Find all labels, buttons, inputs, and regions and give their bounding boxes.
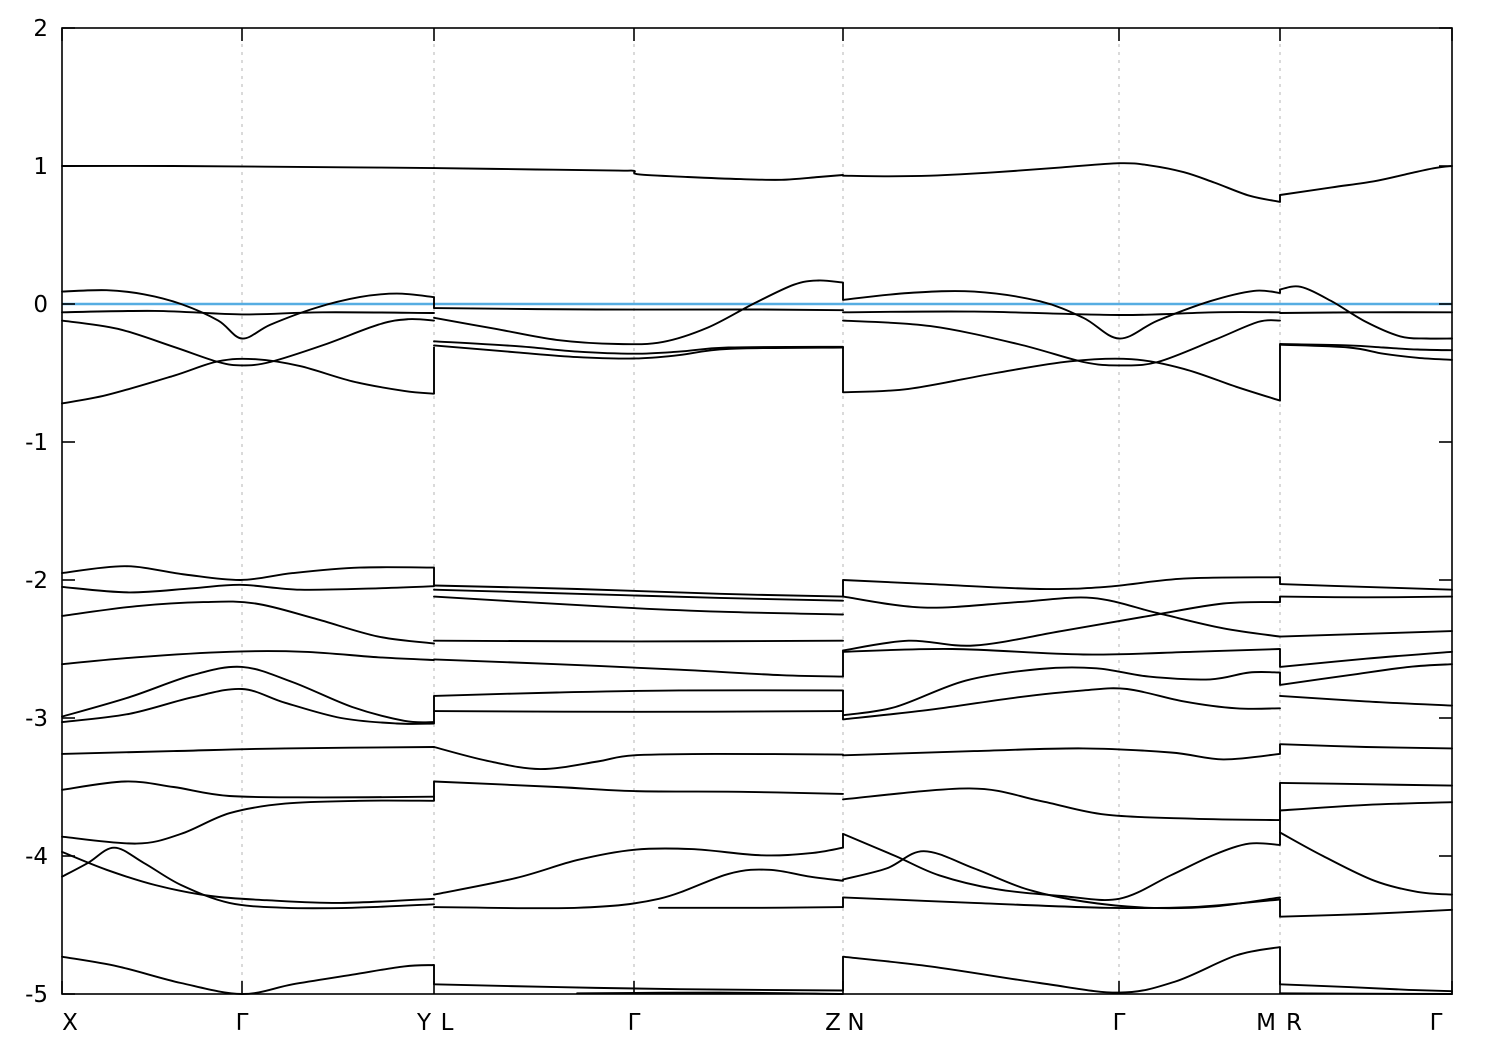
- y-axis-tick-label: -1: [25, 430, 48, 456]
- k-point-label: Γ: [236, 1010, 249, 1036]
- energy-band: [61, 650, 435, 666]
- energy-band: [1279, 595, 1453, 599]
- energy-band: [842, 289, 1281, 340]
- energy-band: [433, 710, 844, 713]
- energy-band: [61, 289, 435, 340]
- k-point-label: Γ: [1430, 1010, 1443, 1036]
- energy-band: [61, 600, 435, 645]
- k-point-label: M: [1256, 1010, 1276, 1036]
- energy-band: [1279, 630, 1453, 638]
- y-axis-tick-label: 1: [33, 154, 48, 180]
- k-point-label: Γ: [628, 1010, 641, 1036]
- energy-band: [842, 666, 1281, 717]
- k-point-label: Y: [416, 1010, 432, 1036]
- energy-band: [61, 955, 435, 995]
- energy-band: [433, 595, 844, 616]
- energy-band: [433, 588, 844, 602]
- energy-band: [433, 658, 844, 678]
- energy-band: [433, 307, 844, 312]
- plot-frame: [61, 27, 1453, 995]
- energy-band: [842, 896, 1281, 910]
- energy-band: [1279, 343, 1453, 352]
- y-axis-tick-label: 0: [33, 292, 48, 318]
- energy-band: [1279, 311, 1453, 314]
- energy-band: [1279, 801, 1453, 812]
- energy-band: [842, 162, 1281, 203]
- energy-band: [1279, 983, 1453, 993]
- energy-band: [1279, 694, 1453, 707]
- energy-band: [1279, 663, 1453, 686]
- energy-band: [1279, 285, 1453, 340]
- energy-band: [433, 340, 844, 355]
- energy-band: [61, 746, 435, 755]
- energy-band: [61, 318, 435, 367]
- energy-band: [61, 780, 435, 799]
- k-point-label: Γ: [1113, 1010, 1126, 1036]
- energy-band: [842, 687, 1281, 721]
- energy-band: [842, 319, 1281, 367]
- energy-band: [61, 565, 435, 581]
- energy-band: [433, 584, 844, 598]
- energy-band: [1279, 583, 1453, 591]
- energy-band: [61, 687, 435, 725]
- energy-band: [433, 689, 844, 697]
- energy-band: [61, 665, 435, 724]
- energy-band: [61, 850, 435, 904]
- energy-band: [61, 799, 435, 845]
- y-axis-tick-label: -3: [25, 706, 48, 732]
- energy-band: [842, 747, 1281, 761]
- y-axis-tick-label: -5: [25, 982, 48, 1008]
- energy-band: [61, 165, 435, 170]
- energy-band: [842, 601, 1281, 652]
- energy-band: [842, 647, 1281, 656]
- energy-band: [433, 868, 844, 910]
- energy-band: [1279, 650, 1453, 668]
- energy-band: [433, 780, 844, 795]
- energy-band: [1279, 781, 1453, 787]
- energy-band: [1279, 831, 1453, 896]
- energy-band: [658, 906, 844, 909]
- k-point-label: X: [62, 1010, 78, 1036]
- y-axis-tick-label: -2: [25, 568, 48, 594]
- energy-band: [842, 595, 1281, 638]
- energy-band: [433, 983, 844, 992]
- energy-band: [433, 344, 844, 360]
- energy-band: [1279, 908, 1453, 918]
- energy-band: [842, 832, 1281, 901]
- k-point-label: L: [441, 1010, 454, 1036]
- energy-band: [61, 846, 435, 910]
- k-point-label: R: [1286, 1010, 1302, 1036]
- energy-band: [842, 946, 1281, 994]
- energy-band: [1279, 743, 1453, 750]
- energy-band: [433, 639, 844, 643]
- y-axis-tick-label: -4: [25, 844, 48, 870]
- k-point-label: Z: [825, 1010, 841, 1036]
- energy-band: [842, 576, 1281, 591]
- energy-band: [433, 167, 844, 181]
- k-point-label: N: [847, 1010, 864, 1036]
- energy-band: [61, 309, 435, 316]
- energy-band: [842, 787, 1281, 822]
- energy-band: [842, 357, 1281, 402]
- energy-band: [842, 310, 1281, 316]
- energy-band: [61, 357, 435, 405]
- energy-band: [433, 279, 844, 346]
- energy-band: [433, 846, 844, 896]
- y-axis-tick-label: 2: [33, 16, 48, 42]
- energy-band: [61, 583, 435, 594]
- energy-band: [1279, 165, 1453, 196]
- energy-band: [1279, 343, 1453, 361]
- energy-band: [433, 746, 844, 771]
